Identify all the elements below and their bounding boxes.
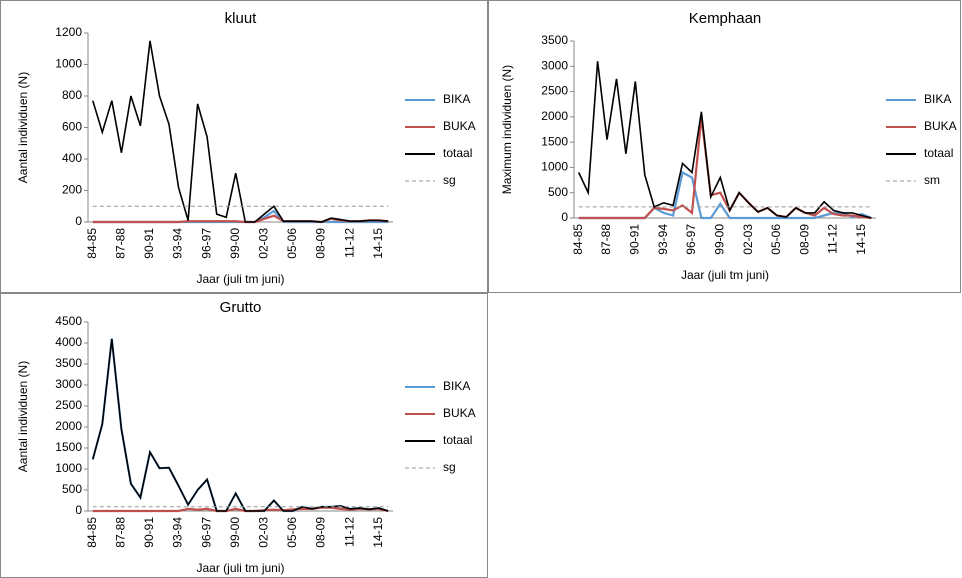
legend-label: sg bbox=[443, 460, 456, 474]
legend-label: totaal bbox=[443, 433, 472, 447]
chart-title: Grutto bbox=[220, 299, 262, 316]
legend-label: totaal bbox=[924, 146, 953, 160]
legend-label: BIKA bbox=[443, 379, 470, 393]
legend-label: BIKA bbox=[443, 92, 470, 106]
x-tick-label: 02-03 bbox=[257, 228, 271, 259]
y-tick-label: 200 bbox=[62, 183, 82, 197]
series-line bbox=[577, 61, 872, 219]
panel-border bbox=[0, 0, 488, 293]
x-tick-label: 14-15 bbox=[371, 517, 385, 548]
x-tick-label: 08-09 bbox=[314, 228, 328, 259]
y-tick-label: 0 bbox=[561, 210, 568, 224]
x-tick-label: 87-88 bbox=[114, 228, 128, 259]
legend-label: BUKA bbox=[924, 119, 957, 133]
chart-title: kluut bbox=[225, 10, 258, 27]
x-tick-label: 08-09 bbox=[314, 517, 328, 548]
x-tick-label: 05-06 bbox=[285, 228, 299, 259]
x-tick-label: 11-12 bbox=[826, 224, 840, 254]
x-tick-label: 84-85 bbox=[85, 228, 99, 259]
x-tick-label: 84-85 bbox=[85, 517, 99, 548]
y-tick-label: 800 bbox=[62, 88, 82, 102]
chart-title: Kemphaan bbox=[689, 10, 762, 27]
x-tick-label: 84-85 bbox=[571, 224, 585, 255]
x-tick-label: 96-97 bbox=[199, 228, 213, 259]
x-tick-label: 05-06 bbox=[769, 224, 783, 255]
x-tick-label: 02-03 bbox=[741, 224, 755, 255]
y-tick-label: 4500 bbox=[55, 314, 82, 328]
y-tick-label: 1200 bbox=[55, 25, 82, 39]
x-tick-label: 14-15 bbox=[854, 224, 868, 255]
x-tick-label: 96-97 bbox=[684, 224, 698, 255]
y-axis-label: Maximum individuen (N) bbox=[500, 65, 514, 194]
y-tick-label: 1000 bbox=[55, 461, 82, 475]
legend-label: sm bbox=[924, 173, 940, 187]
x-axis-label: Jaar (juli tm juni) bbox=[681, 268, 769, 282]
x-axis-label: Jaar (juli tm juni) bbox=[196, 561, 284, 575]
x-tick-label: 11-12 bbox=[342, 228, 356, 258]
y-tick-label: 400 bbox=[62, 151, 82, 165]
y-tick-label: 1500 bbox=[55, 440, 82, 454]
y-tick-label: 2000 bbox=[55, 419, 82, 433]
x-tick-label: 90-91 bbox=[628, 224, 642, 255]
y-tick-label: 2500 bbox=[541, 84, 568, 98]
legend-label: sg bbox=[443, 173, 456, 187]
y-tick-label: 500 bbox=[62, 482, 82, 496]
y-tick-label: 2000 bbox=[541, 109, 568, 123]
series-line bbox=[92, 214, 389, 224]
y-tick-label: 3000 bbox=[541, 58, 568, 72]
y-tick-label: 0 bbox=[75, 214, 82, 228]
legend-label: BIKA bbox=[924, 92, 951, 106]
y-tick-label: 500 bbox=[548, 185, 568, 199]
x-tick-label: 99-00 bbox=[228, 228, 242, 259]
x-tick-label: 93-94 bbox=[656, 224, 670, 255]
series-line bbox=[92, 40, 389, 223]
x-tick-label: 08-09 bbox=[797, 224, 811, 255]
series-line bbox=[92, 338, 389, 512]
x-tick-label: 93-94 bbox=[171, 228, 185, 259]
y-tick-label: 1000 bbox=[541, 160, 568, 174]
series-line bbox=[578, 116, 872, 220]
legend-label: BUKA bbox=[443, 406, 476, 420]
y-tick-label: 3000 bbox=[55, 377, 82, 391]
x-tick-label: 14-15 bbox=[371, 228, 385, 259]
x-tick-label: 90-91 bbox=[142, 228, 156, 259]
y-tick-label: 1000 bbox=[55, 57, 82, 71]
y-tick-label: 3500 bbox=[55, 356, 82, 370]
x-tick-label: 99-00 bbox=[228, 517, 242, 548]
series-line bbox=[91, 338, 389, 513]
legend-label: BUKA bbox=[443, 119, 476, 133]
y-tick-label: 4000 bbox=[55, 335, 82, 349]
x-tick-label: 87-88 bbox=[114, 517, 128, 548]
x-axis-label: Jaar (juli tm juni) bbox=[196, 272, 284, 286]
y-tick-label: 1500 bbox=[541, 134, 568, 148]
x-tick-label: 11-12 bbox=[342, 517, 356, 547]
x-tick-label: 87-88 bbox=[599, 224, 613, 255]
y-tick-label: 2500 bbox=[55, 398, 82, 412]
x-tick-label: 05-06 bbox=[285, 517, 299, 548]
x-tick-label: 96-97 bbox=[199, 517, 213, 548]
x-tick-label: 02-03 bbox=[257, 517, 271, 548]
x-tick-label: 99-00 bbox=[712, 224, 726, 255]
x-tick-label: 93-94 bbox=[171, 517, 185, 548]
y-tick-label: 3500 bbox=[541, 33, 568, 47]
y-tick-label: 0 bbox=[75, 503, 82, 517]
legend-label: totaal bbox=[443, 146, 472, 160]
y-axis-label: Aantal individuen (N) bbox=[16, 361, 30, 472]
panel-border bbox=[488, 0, 961, 293]
series-line bbox=[92, 506, 389, 513]
y-axis-label: Aantal individuen (N) bbox=[16, 72, 30, 183]
y-tick-label: 600 bbox=[62, 120, 82, 134]
x-tick-label: 90-91 bbox=[142, 517, 156, 548]
